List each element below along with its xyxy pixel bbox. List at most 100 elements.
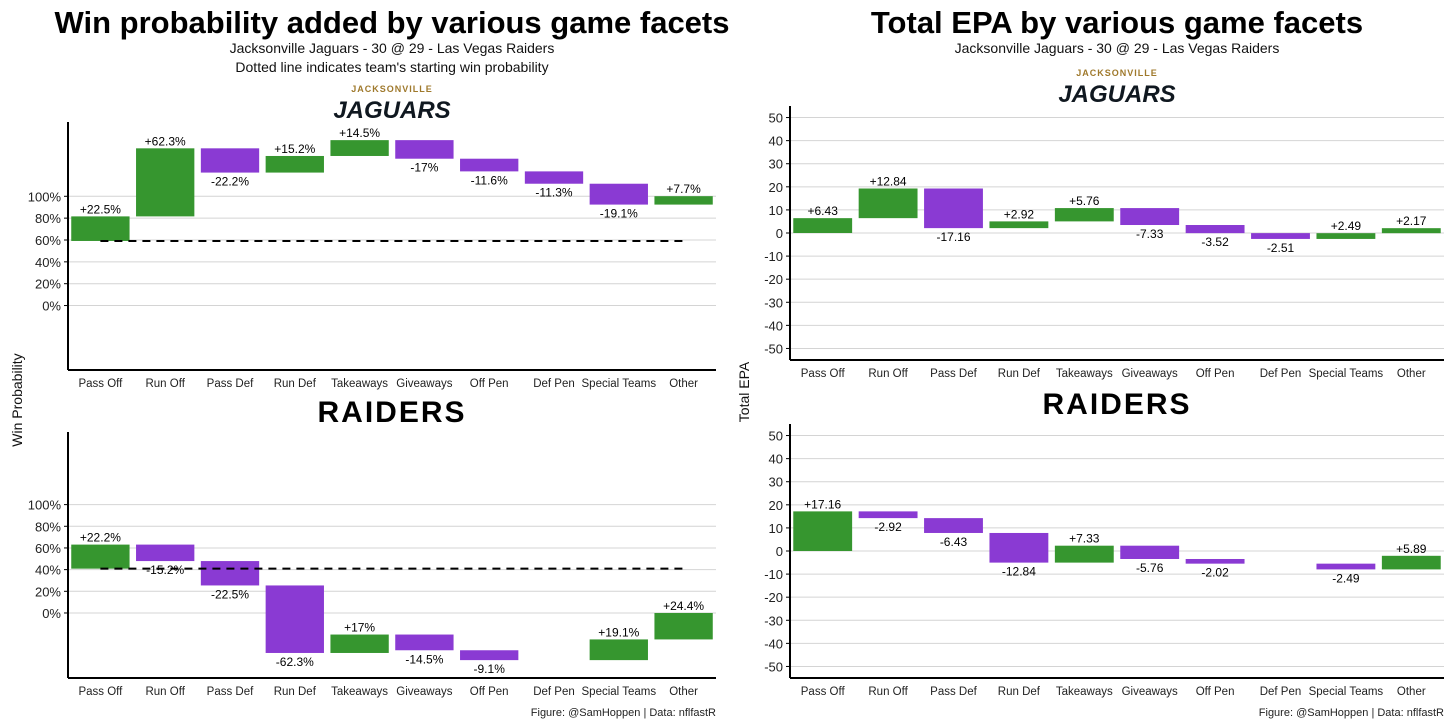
waterfall-bar — [524, 171, 584, 184]
y-tick-label: 50 — [769, 429, 783, 444]
y-tick-label: 80% — [35, 211, 61, 226]
x-tick-label: Def Pen — [533, 686, 575, 698]
x-tick-label: Special Teams — [582, 686, 657, 698]
data-label: +15.2% — [274, 142, 315, 156]
y-tick-label: 60% — [35, 233, 61, 248]
left-title: Win probability added by various game fa… — [55, 5, 730, 40]
data-label: -11.6% — [471, 173, 508, 187]
waterfall-bar — [1381, 228, 1441, 234]
x-tick-label: Pass Off — [78, 378, 123, 390]
data-label: +17% — [344, 621, 375, 635]
raiders-wpa-chart: 0% 20% 40% 60% 80% 100% +22.2% Pass Off -15.2% Ru… — [28, 432, 716, 698]
x-tick-label: Run Off — [145, 378, 185, 390]
waterfall-bar — [589, 639, 648, 661]
data-label: +5.89 — [1396, 542, 1427, 556]
y-tick-label: 40% — [35, 255, 61, 270]
raiders-logo-left: RAIDERS — [317, 396, 466, 429]
right-y-axis-title: Total EPA — [736, 361, 752, 422]
waterfall-bar — [265, 585, 324, 653]
jaguars-logo-right: JACKSONVILLE JAGUARS — [1058, 68, 1175, 108]
data-label: +5.76 — [1069, 194, 1100, 208]
jaguars-epa-chart: -50 -40 -30 -20 -10 0 10 20 30 40 50 +6.43 Pass Off +… — [764, 106, 1444, 380]
waterfall-bar — [71, 544, 130, 569]
x-tick-label: Off Pen — [1196, 686, 1235, 698]
x-tick-label: Run Off — [868, 368, 908, 380]
waterfall-bar — [1054, 208, 1114, 222]
x-tick-label: Pass Def — [930, 686, 977, 698]
data-label: -2.92 — [874, 520, 902, 534]
right-subtitle: Jacksonville Jaguars - 30 @ 29 - Las Veg… — [955, 40, 1280, 56]
y-tick-label: -40 — [764, 636, 783, 651]
x-tick-label: Takeaways — [1056, 368, 1113, 380]
x-tick-label: Off Pen — [470, 378, 509, 390]
data-label: -3.52 — [1201, 235, 1229, 249]
data-label: +2.92 — [1004, 207, 1035, 221]
waterfall-bar — [265, 155, 324, 173]
y-tick-label: 100% — [28, 189, 62, 204]
x-tick-label: Def Pen — [1260, 368, 1302, 380]
data-label: -14.5% — [405, 652, 443, 666]
data-label: -22.5% — [211, 587, 249, 601]
x-tick-label: Takeaways — [331, 686, 388, 698]
waterfall-bar — [1316, 563, 1376, 570]
jaguars-logo-left: JACKSONVILLE JAGUARS — [333, 84, 450, 124]
y-tick-label: -50 — [764, 341, 783, 356]
data-label: -17% — [410, 161, 438, 175]
y-tick-label: 60% — [35, 541, 61, 556]
waterfall-bar — [71, 216, 130, 241]
x-tick-label: Run Def — [998, 368, 1041, 380]
data-label: +2.17 — [1396, 214, 1427, 228]
x-tick-label: Pass Def — [207, 378, 254, 390]
x-tick-label: Other — [669, 378, 698, 390]
data-label: -7.33 — [1136, 227, 1164, 241]
data-label: +19.1% — [598, 625, 639, 639]
y-tick-label: 40 — [769, 452, 783, 467]
y-tick-label: -20 — [764, 590, 783, 605]
x-tick-label: Giveaways — [396, 686, 452, 698]
x-tick-label: Run Def — [274, 686, 317, 698]
y-tick-label: 40% — [35, 563, 61, 578]
data-label: +14.5% — [339, 126, 380, 140]
y-tick-label: -20 — [764, 272, 783, 287]
y-tick-label: -30 — [764, 613, 783, 628]
waterfall-bar — [136, 544, 195, 562]
waterfall-bar — [1381, 555, 1441, 570]
x-tick-label: Other — [1397, 686, 1426, 698]
y-tick-label: 10 — [769, 521, 783, 536]
data-label: +7.7% — [666, 182, 701, 196]
jaguars-logo-wordmark-top: JACKSONVILLE — [1076, 68, 1158, 78]
y-tick-label: 30 — [769, 157, 783, 172]
y-tick-label: 20% — [35, 584, 61, 599]
y-tick-label: -50 — [764, 659, 783, 674]
jaguars-logo-wordmark-top: JACKSONVILLE — [351, 84, 433, 94]
data-label: -19.1% — [600, 207, 638, 221]
y-tick-label: -10 — [764, 567, 783, 582]
x-tick-label: Pass Off — [801, 368, 846, 380]
x-tick-label: Other — [1397, 368, 1426, 380]
x-tick-label: Pass Off — [801, 686, 846, 698]
data-label: -2.49 — [1332, 571, 1360, 585]
right-caption: Figure: @SamHoppen | Data: nflfastR — [1259, 707, 1444, 719]
data-label: +22.5% — [80, 202, 121, 216]
x-tick-label: Off Pen — [1196, 368, 1235, 380]
waterfall-bar — [1185, 225, 1245, 234]
data-label: -22.2% — [211, 175, 249, 189]
waterfall-bar — [793, 511, 853, 551]
y-tick-label: 20% — [35, 277, 61, 292]
x-tick-label: Takeaways — [1056, 686, 1113, 698]
data-label: +6.43 — [808, 204, 839, 218]
y-tick-label: 0% — [42, 299, 61, 314]
waterfall-bar — [1185, 558, 1245, 564]
waterfall-bar — [924, 188, 983, 229]
data-label: -2.02 — [1201, 566, 1229, 580]
data-label: -12.84 — [1002, 565, 1036, 579]
data-label: -11.3% — [535, 186, 572, 200]
waterfall-bar — [1120, 545, 1180, 559]
data-label: -5.76 — [1136, 561, 1164, 575]
x-tick-label: Def Pen — [533, 378, 575, 390]
left-subtitle: Jacksonville Jaguars - 30 @ 29 - Las Veg… — [230, 40, 555, 56]
x-tick-label: Pass Def — [207, 686, 254, 698]
data-label: -15.2% — [146, 563, 184, 577]
x-tick-label: Special Teams — [1309, 686, 1384, 698]
